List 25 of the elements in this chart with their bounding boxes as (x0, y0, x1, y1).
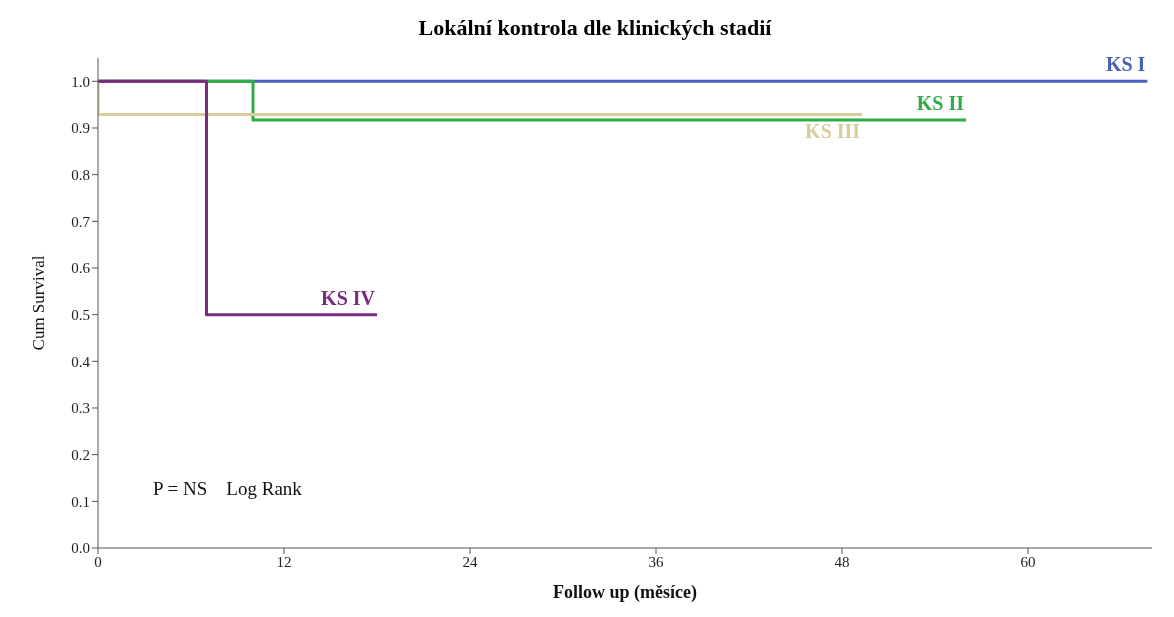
series-label: KS II (916, 92, 965, 115)
x-tick-label: 12 (276, 553, 292, 570)
x-tick-label: 0 (94, 553, 102, 570)
x-tick-label: 24 (462, 553, 478, 570)
y-tick-label: 0.8 (71, 166, 90, 183)
y-axis-title: Cum Survival (29, 255, 49, 351)
y-tick-label: 0.7 (71, 213, 91, 230)
x-tick-label: 36 (648, 553, 664, 570)
y-tick-label: 0.0 (71, 540, 90, 557)
series-label: KS IV (321, 286, 376, 309)
x-axis-title: Follow up (měsíce) (553, 582, 697, 603)
y-tick-label: 0.3 (71, 400, 90, 417)
y-tick-label: 0.4 (71, 353, 91, 370)
chart-title: Lokální kontrola dle klinických stadií (417, 14, 773, 42)
y-tick-label: 1.0 (71, 73, 90, 90)
x-tick-label: 60 (1020, 553, 1036, 570)
y-tick-label: 0.6 (71, 260, 91, 277)
series-label: KS III (805, 120, 861, 143)
series-label: KS I (1105, 53, 1146, 76)
annotation: P = NS Log Rank (153, 478, 302, 500)
y-tick-label: 0.9 (71, 120, 90, 137)
y-tick-label: 0.1 (71, 493, 90, 510)
y-tick-label: 0.5 (71, 306, 90, 323)
y-tick-label: 0.2 (71, 446, 90, 463)
x-tick-label: 48 (834, 553, 850, 570)
